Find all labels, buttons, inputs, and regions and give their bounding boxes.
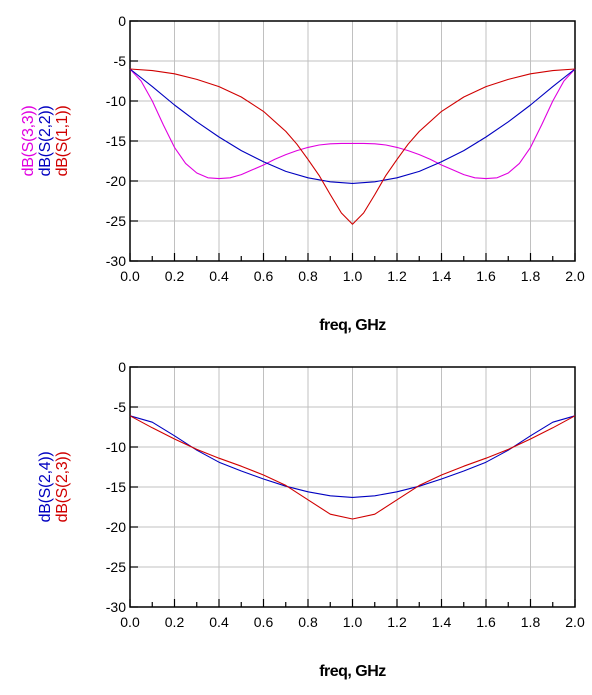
x-tick-label: 0.0: [120, 268, 140, 284]
y-axis-series-label: dB(S(3,3)): [20, 106, 37, 177]
x-tick-label: 0.4: [209, 614, 229, 630]
x-tick-label: 0.6: [254, 268, 274, 284]
x-tick-label: 1.6: [476, 614, 496, 630]
y-tick-label: -20: [106, 173, 126, 189]
x-tick-label: 0.8: [298, 614, 318, 630]
grid: [129, 20, 576, 262]
series-line-dbs22: [129, 68, 576, 184]
x-tick-label: 1.2: [387, 614, 407, 630]
x-tick-label: 1.2: [387, 268, 407, 284]
y-tick-label: -25: [106, 559, 126, 575]
x-tick-label: 1.8: [521, 268, 541, 284]
y-axis-series-label: dB(S(2,2)): [37, 106, 54, 177]
y-ticks: [130, 366, 138, 608]
y-tick-label: -5: [114, 399, 127, 415]
x-tick-label: 1.8: [521, 614, 541, 630]
y-tick-label: -10: [106, 439, 126, 455]
x-tick-label: 1.4: [432, 268, 452, 284]
series-line-dbs24: [129, 415, 576, 498]
y-tick-label: -10: [106, 93, 126, 109]
y-tick-label: -25: [106, 213, 126, 229]
x-tick-label: 0.6: [254, 614, 274, 630]
grid: [129, 366, 576, 608]
x-tick-label: 0.2: [165, 268, 185, 284]
y-axis-series-label: dB(S(2,3)): [54, 452, 71, 523]
y-tick-label: -30: [106, 599, 126, 615]
x-tick-label: 2.0: [565, 614, 585, 630]
chart-1: 0.0 0.2 0.4 0.6 0.8 1.0 1.2 1.4 1.6 1.8 2.0 0 -5 -10 -…: [20, 13, 585, 334]
x-tick-label: 1.0: [343, 268, 363, 284]
x-tick-label: 1.6: [476, 268, 496, 284]
y-tick-label: -15: [106, 479, 126, 495]
x-tick-label: 0.0: [120, 614, 140, 630]
y-axis-series-label: dB(S(2,4)): [37, 452, 54, 523]
x-tick-label: 0.4: [209, 268, 229, 284]
y-tick-label: 0: [118, 13, 126, 29]
y-tick-label: -30: [106, 253, 126, 269]
y-tick-label: -20: [106, 519, 126, 535]
y-tick-label: -15: [106, 133, 126, 149]
y-axis-series-label: dB(S(1,1)): [54, 106, 71, 177]
x-axis-label: freq, GHz: [319, 317, 386, 334]
series-line-dbs11: [129, 68, 576, 225]
x-tick-label: 1.0: [343, 614, 363, 630]
series-line-dbs33: [129, 68, 576, 180]
x-tick-label: 1.4: [432, 614, 452, 630]
series-line-dbs23: [129, 415, 576, 520]
x-ticks: [129, 253, 576, 261]
x-tick-label: 0.2: [165, 614, 185, 630]
y-tick-label: 0: [118, 359, 126, 375]
y-tick-label: -5: [114, 53, 127, 69]
chart-2: 0.0 0.2 0.4 0.6 0.8 1.0 1.2 1.4 1.6 1.8 2.0 0 -5 -10 -…: [37, 359, 585, 680]
x-ticks: [129, 599, 576, 607]
x-tick-label: 2.0: [565, 268, 585, 284]
y-ticks: [130, 20, 138, 262]
x-axis-label: freq, GHz: [319, 663, 386, 680]
x-tick-label: 0.8: [298, 268, 318, 284]
